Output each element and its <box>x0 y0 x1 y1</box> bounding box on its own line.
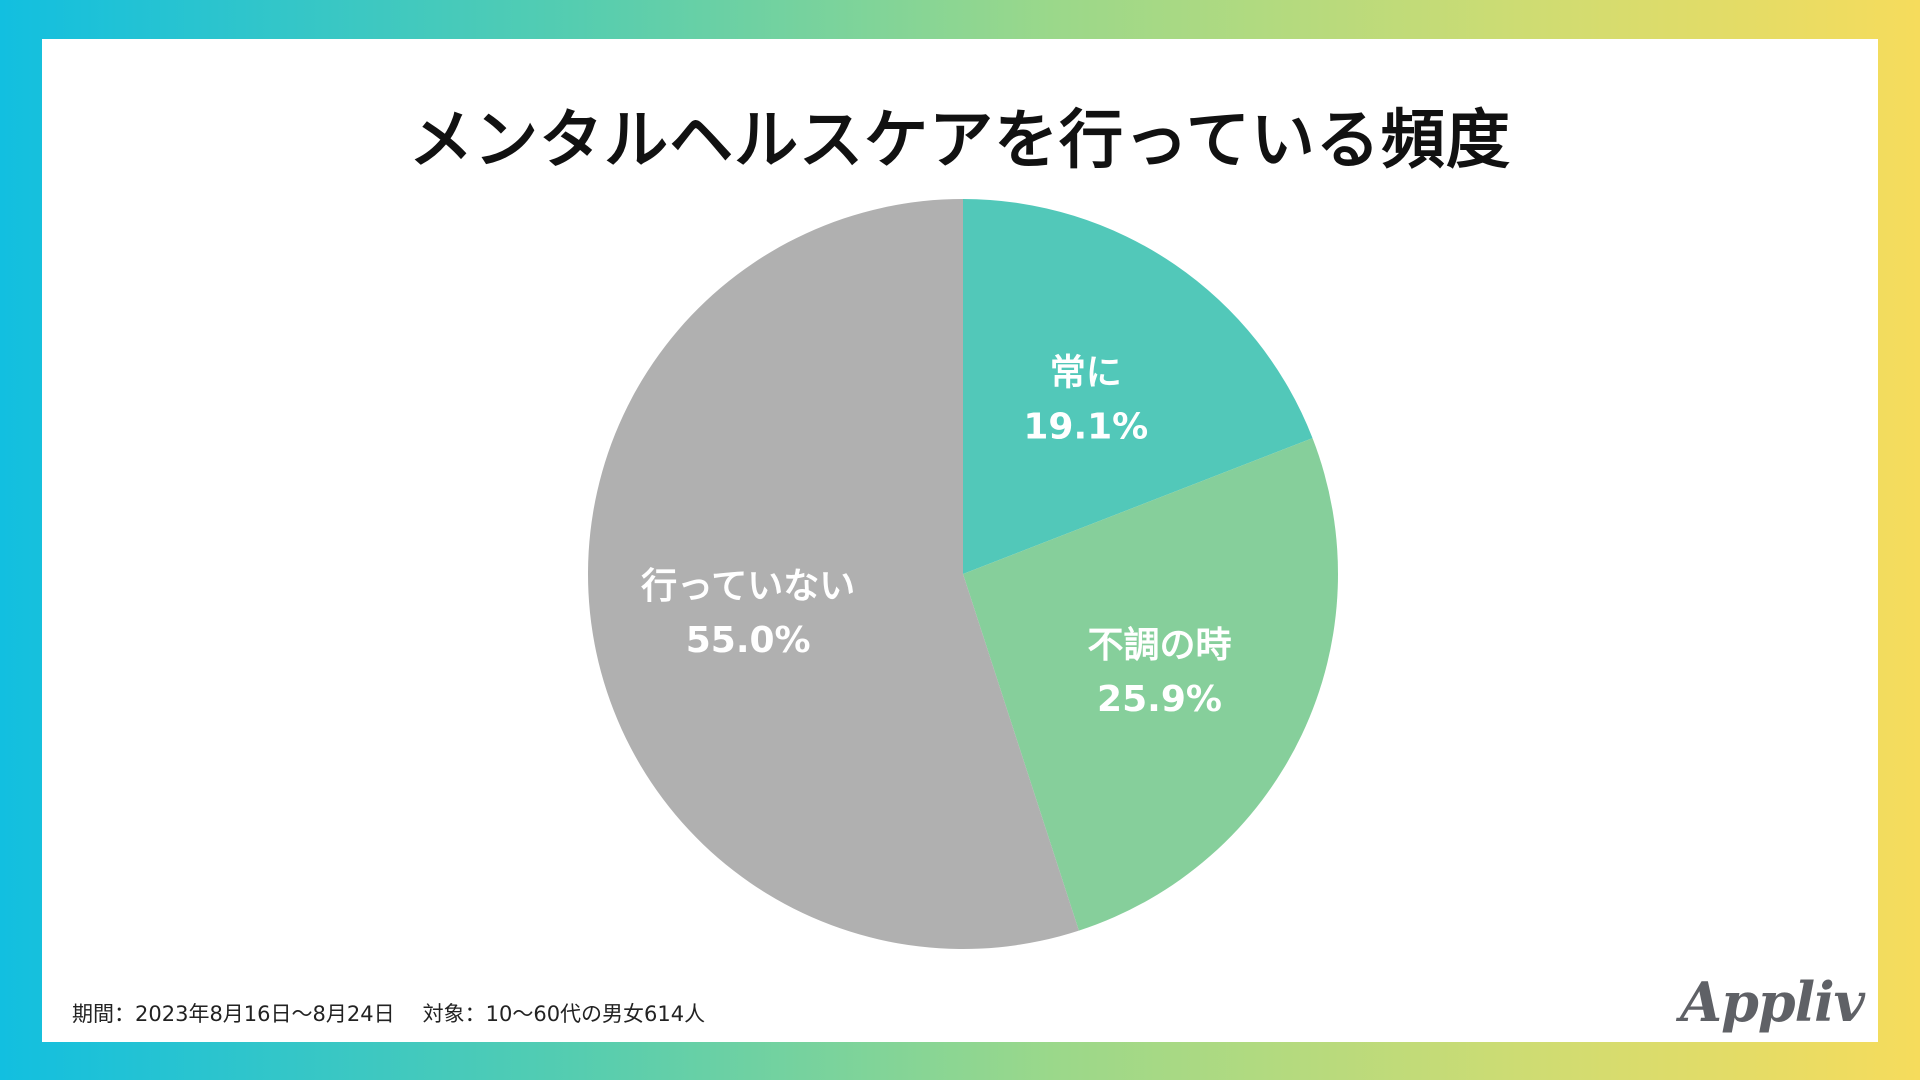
slice-value-0: 19.1% <box>1023 406 1148 447</box>
slice-value-2: 55.0% <box>686 620 811 661</box>
survey-period: 期間：2023年8月16日〜8月24日 <box>72 1002 395 1026</box>
pie-slice-0 <box>963 199 1313 574</box>
chart-title: メンタルヘルスケアを行っている頻度 <box>409 104 1511 178</box>
survey-target: 対象：10〜60代の男女614人 <box>422 1002 706 1026</box>
pie-chart: 常に 19.1% 不調の時 25.9% 行っていない 55.0% <box>587 199 1338 949</box>
pie-slice-1 <box>963 438 1338 931</box>
slice-value-1: 25.9% <box>1097 679 1222 720</box>
slice-label-0: 常に <box>1050 352 1122 393</box>
slice-label-2: 行っていない <box>641 566 855 607</box>
footnote: 期間：2023年8月16日〜8月24日 対象：10〜60代の男女614人 <box>72 998 705 1028</box>
slice-label-1: 不調の時 <box>1088 625 1232 666</box>
pie-slice-2 <box>587 199 1079 949</box>
appliv-logo: Appliv <box>1680 970 1865 1034</box>
card: メンタルヘルスケアを行っている頻度 常に 19.1% 不調の時 25.9% 行っていない… <box>42 39 1878 1042</box>
